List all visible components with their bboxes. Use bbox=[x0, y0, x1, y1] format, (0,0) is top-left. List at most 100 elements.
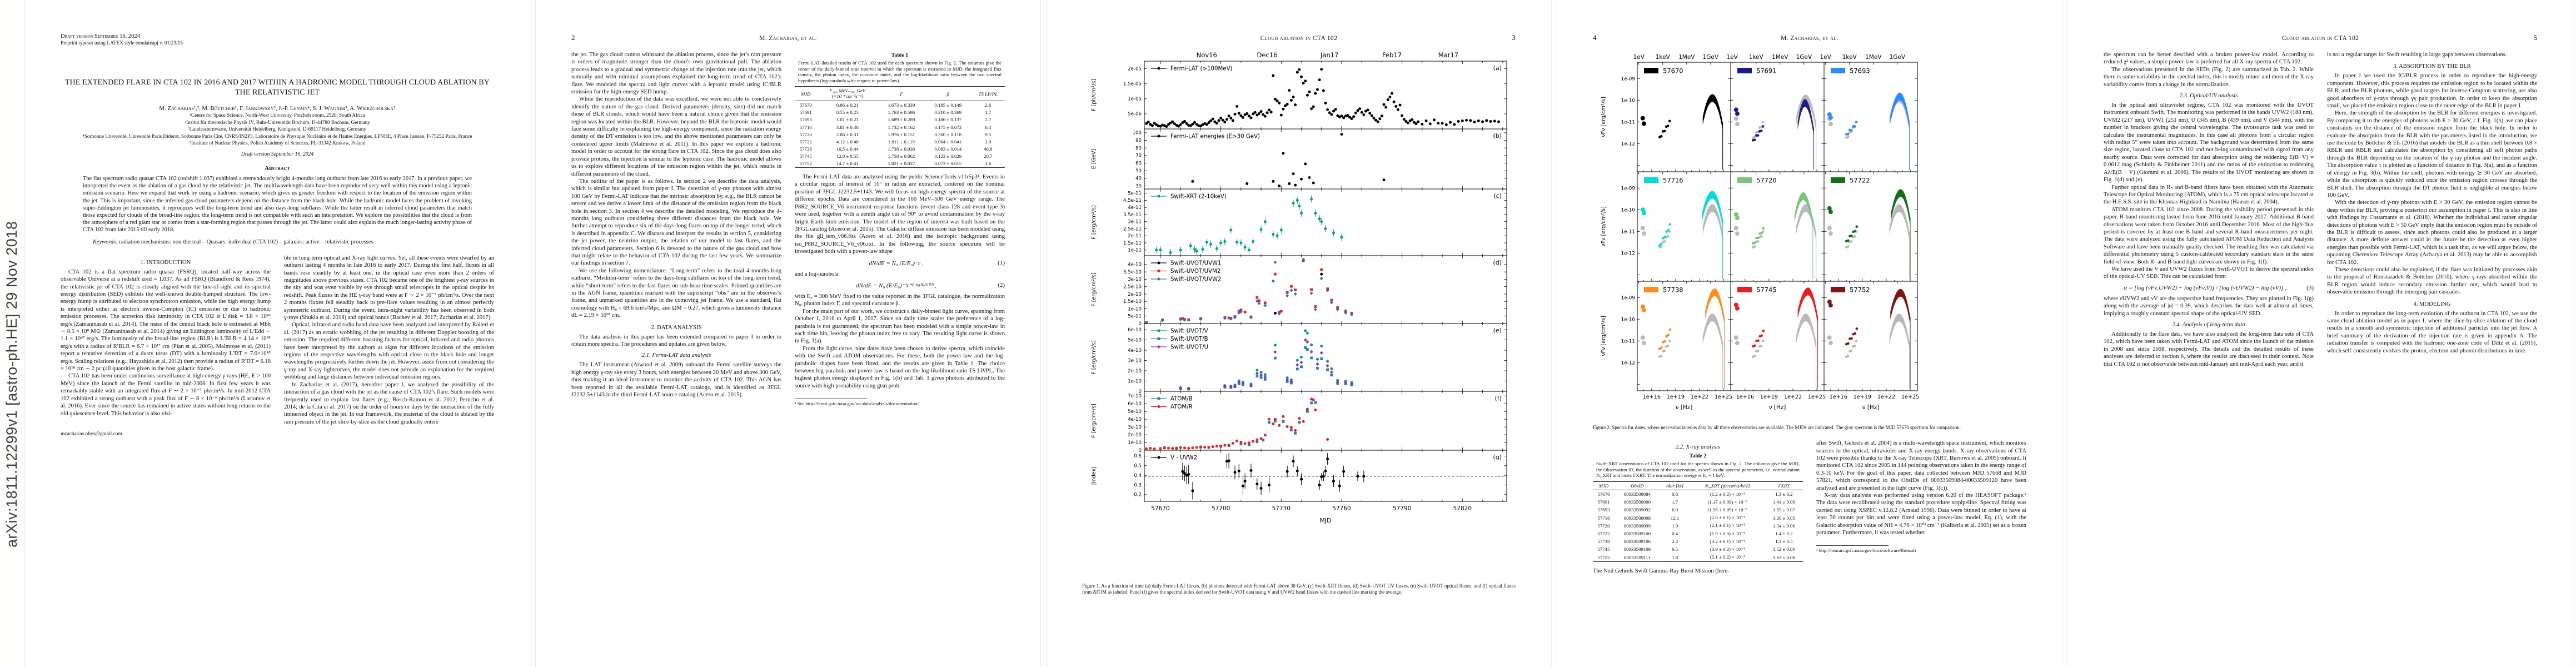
author-list: M. Zacharias¹,², M. Böttcher¹, F. Jankow… bbox=[159, 105, 396, 112]
table-row: 57670 0.86 ± 0.21 1.673 ± 0.339 0.185 ± 0.1… bbox=[795, 101, 1005, 109]
svg-text:Fermi-LAT energies (E>30 GeV): Fermi-LAT energies (E>30 GeV) bbox=[1170, 134, 1260, 140]
figure-2-svg: 57670 1eV 1keV 1MeV 1GeV 1e-12 1e-11 1e-10 1e-09… bbox=[1601, 54, 1919, 411]
table-header-cell: MJD bbox=[1593, 481, 1615, 490]
arxiv-id-label: arXiv:1811.12299v1 [astro-ph.HE] 29 Nov … bbox=[3, 221, 20, 547]
svg-text:1e-11: 1e-11 bbox=[1621, 120, 1635, 125]
table-cell: (3.9 ± 0.2) × 10⁻³ bbox=[1710, 546, 1745, 552]
table-cell: 00033509100 bbox=[1623, 531, 1651, 537]
svg-text:F [erg/cm²/s]: F [erg/cm²/s] bbox=[1091, 404, 1097, 438]
running-header: Cloud ablation in CTA 102 5 bbox=[2104, 33, 2537, 42]
table-cell: 57693 bbox=[1597, 507, 1610, 513]
text-line: ¹Centre for Space Science, North-West Un… bbox=[190, 112, 365, 118]
paragraph: where νUVW2 and νV are the respective ba… bbox=[2104, 295, 2314, 317]
table-cell: 1.811 ± 0.119 bbox=[888, 138, 915, 145]
svg-text:57738: 57738 bbox=[1663, 286, 1683, 294]
table-cell: (1.17 ± 0.09) × 10⁻³ bbox=[1707, 499, 1747, 505]
svg-text:1e-11: 1e-11 bbox=[1621, 339, 1635, 344]
table-cell: 1.689 ± 0.289 bbox=[888, 117, 915, 123]
paper-title: THE EXTENDED FLARE IN CTA 102 IN 2016 AN… bbox=[65, 78, 490, 96]
svg-text:57720: 57720 bbox=[1756, 177, 1777, 185]
table-row: 57670 00033509084 0.6 (1.2 ± 0.2) × 10⁻³ 1.3… bbox=[1593, 490, 1803, 498]
table2: MJD ObsID tdur [ks] N₀,XRT [ph/cm²/s/keV] ΓX… bbox=[1593, 481, 1803, 562]
svg-text:3.5e-11: 3.5e-11 bbox=[1123, 212, 1142, 218]
table-row: 57745 12.0 ± 0.55 1.758 ± 0.062 0.123 ± 0.0… bbox=[795, 153, 1005, 160]
table-cell: 1.673 ± 0.339 bbox=[888, 102, 915, 108]
table-cell: 1.3 ± 0.2 bbox=[1775, 491, 1793, 497]
table-header-cell: Γ bbox=[878, 86, 925, 102]
section-heading: 1. INTRODUCTION bbox=[140, 259, 191, 266]
table-cell: 57716 bbox=[1597, 515, 1610, 521]
table-cell: 1.9 bbox=[1672, 522, 1678, 529]
table-cell: 1.52 ± 0.06 bbox=[1772, 546, 1795, 552]
svg-text:57722: 57722 bbox=[1850, 177, 1870, 185]
paragraph: the spectrum can be better descibed with… bbox=[2104, 52, 2314, 66]
svg-text:|Index|: |Index| bbox=[1091, 467, 1097, 485]
page-1: Draft version September 16, 2024 Preprin… bbox=[24, 0, 530, 667]
svg-text:0.3: 0.3 bbox=[1134, 482, 1142, 488]
table-cell: 4.12 ± 0.40 bbox=[836, 138, 859, 145]
svg-text:1e+22: 1e+22 bbox=[1877, 394, 1895, 400]
svg-text:57820: 57820 bbox=[1453, 505, 1472, 512]
svg-text:Mar17: Mar17 bbox=[1438, 51, 1458, 59]
figure-1-caption: Figure 1. As a function of time (a) dail… bbox=[1082, 583, 1516, 595]
svg-text:1MeV: 1MeV bbox=[1865, 54, 1882, 61]
table-row: 57738 00033509106 2.4 (3.2 ± 0.1) × 10⁻³ 1.2… bbox=[1593, 537, 1803, 545]
table-cell: 16.5 ± 0.44 bbox=[836, 146, 859, 152]
table-cell: (1.56 ± 0.09) × 10⁻³ bbox=[1707, 506, 1747, 512]
running-title: M. Zacharias, et al. bbox=[759, 35, 817, 42]
table-cell: 0.064 ± 0.041 bbox=[934, 138, 962, 145]
table-cell: 20.7 bbox=[984, 153, 993, 160]
svg-text:4e-10: 4e-10 bbox=[1128, 417, 1142, 422]
subsection-heading: 2.1. Fermi-LAT data analysis bbox=[641, 352, 711, 359]
table-cell: (3.2 ± 0.1) × 10⁻³ bbox=[1710, 538, 1745, 544]
equation: α = [log (νFν,UVW2) − log (νFν,V)] / [lo… bbox=[2104, 285, 2314, 291]
table-header-cell: TS LP/PL bbox=[971, 86, 1005, 102]
svg-text:50: 50 bbox=[1135, 168, 1142, 174]
svg-text:ATOM/B: ATOM/B bbox=[1170, 396, 1193, 402]
equation-number: (2) bbox=[998, 282, 1005, 289]
table-row: 57716 3.81 ± 0.48 1.732 ± 0.162 0.175 ± 0.0… bbox=[795, 123, 1005, 131]
table-cell: 1.34 ± 0.06 bbox=[1772, 522, 1795, 529]
page-number: 4 bbox=[1593, 33, 1597, 42]
table-cell: 00033509090 bbox=[1623, 499, 1651, 505]
svg-text:1MeV: 1MeV bbox=[1772, 54, 1788, 61]
paragraph: In Zacharias et al. (2017), hereafter pa… bbox=[284, 381, 494, 425]
table-cell: 57720 bbox=[1597, 522, 1610, 529]
paragraph: The Fermi-LAT data are analyzed using th… bbox=[795, 174, 1005, 255]
table-cell: 00033509111 bbox=[1614, 553, 1660, 562]
svg-text:6e-10: 6e-10 bbox=[1128, 327, 1142, 333]
paragraph: The LAT instrument (Atwood et al. 2009) … bbox=[571, 362, 781, 399]
svg-text:1.5e-10: 1.5e-10 bbox=[1123, 299, 1142, 305]
affiliation-list: ¹Centre for Space Science, North-West Un… bbox=[61, 112, 494, 147]
svg-text:1keV: 1keV bbox=[1842, 54, 1857, 61]
svg-text:57670: 57670 bbox=[1151, 505, 1169, 512]
svg-text:1e-05: 1e-05 bbox=[1128, 97, 1142, 102]
table-cell: 1.4 ± 0.2 bbox=[1775, 531, 1793, 537]
paragraph: Optical, infrared and radio band data ha… bbox=[284, 322, 494, 381]
svg-text:F [erg/cm²/s]: F [erg/cm²/s] bbox=[1091, 272, 1097, 307]
svg-text:Fermi-LAT (>100MeV): Fermi-LAT (>100MeV) bbox=[1170, 66, 1233, 72]
table-cell: 3.81 ± 0.48 bbox=[836, 124, 859, 130]
page5-column-2: is not a regular target for Swift result… bbox=[2327, 51, 2537, 368]
paragraph: CTA 102 has been under continuous survei… bbox=[61, 373, 271, 417]
svg-text:5e-10: 5e-10 bbox=[1128, 337, 1142, 343]
svg-text:νFν [erg/cm²/s]: νFν [erg/cm²/s] bbox=[1601, 206, 1607, 246]
svg-text:F [erg/cm²/s]: F [erg/cm²/s] bbox=[1091, 205, 1097, 240]
svg-text:1e-10: 1e-10 bbox=[1621, 317, 1636, 322]
svg-text:3e-10: 3e-10 bbox=[1128, 425, 1142, 430]
svg-text:57700: 57700 bbox=[1212, 505, 1230, 512]
page-2: 2 M. Zacharias, et al. the jet. The gas … bbox=[535, 0, 1041, 667]
table-cell: 1.738 ± 0.036 bbox=[888, 146, 915, 152]
equation: dN/dE = N₀ (E/E₀)⁻⁽ᴦ⁺ᵝ ˡᵒᵍ⁽ᴱ/ᴱ⁰⁾⁾ , (2) bbox=[795, 282, 1005, 289]
svg-text:1.5e-11: 1.5e-11 bbox=[1123, 241, 1142, 246]
table-header-cell: tdur [ks] bbox=[1660, 481, 1690, 490]
table-cell: 1.821 ± 0.037 bbox=[878, 160, 925, 168]
table-cell: 46.8 bbox=[984, 146, 993, 152]
equation-formula: α = [log (νFν,UVW2) − log (νFν,V)] / [lo… bbox=[2124, 284, 2286, 291]
svg-text:0.4: 0.4 bbox=[1134, 473, 1142, 479]
page4-column-1: 2.2. X-ray analysis Table 2 Swift-XRT ob… bbox=[1593, 440, 1803, 575]
table-cell: 57722 bbox=[1597, 531, 1610, 537]
svg-text:Nov16: Nov16 bbox=[1197, 51, 1217, 59]
running-title: M. Zacharias, et al. bbox=[1781, 35, 1838, 42]
